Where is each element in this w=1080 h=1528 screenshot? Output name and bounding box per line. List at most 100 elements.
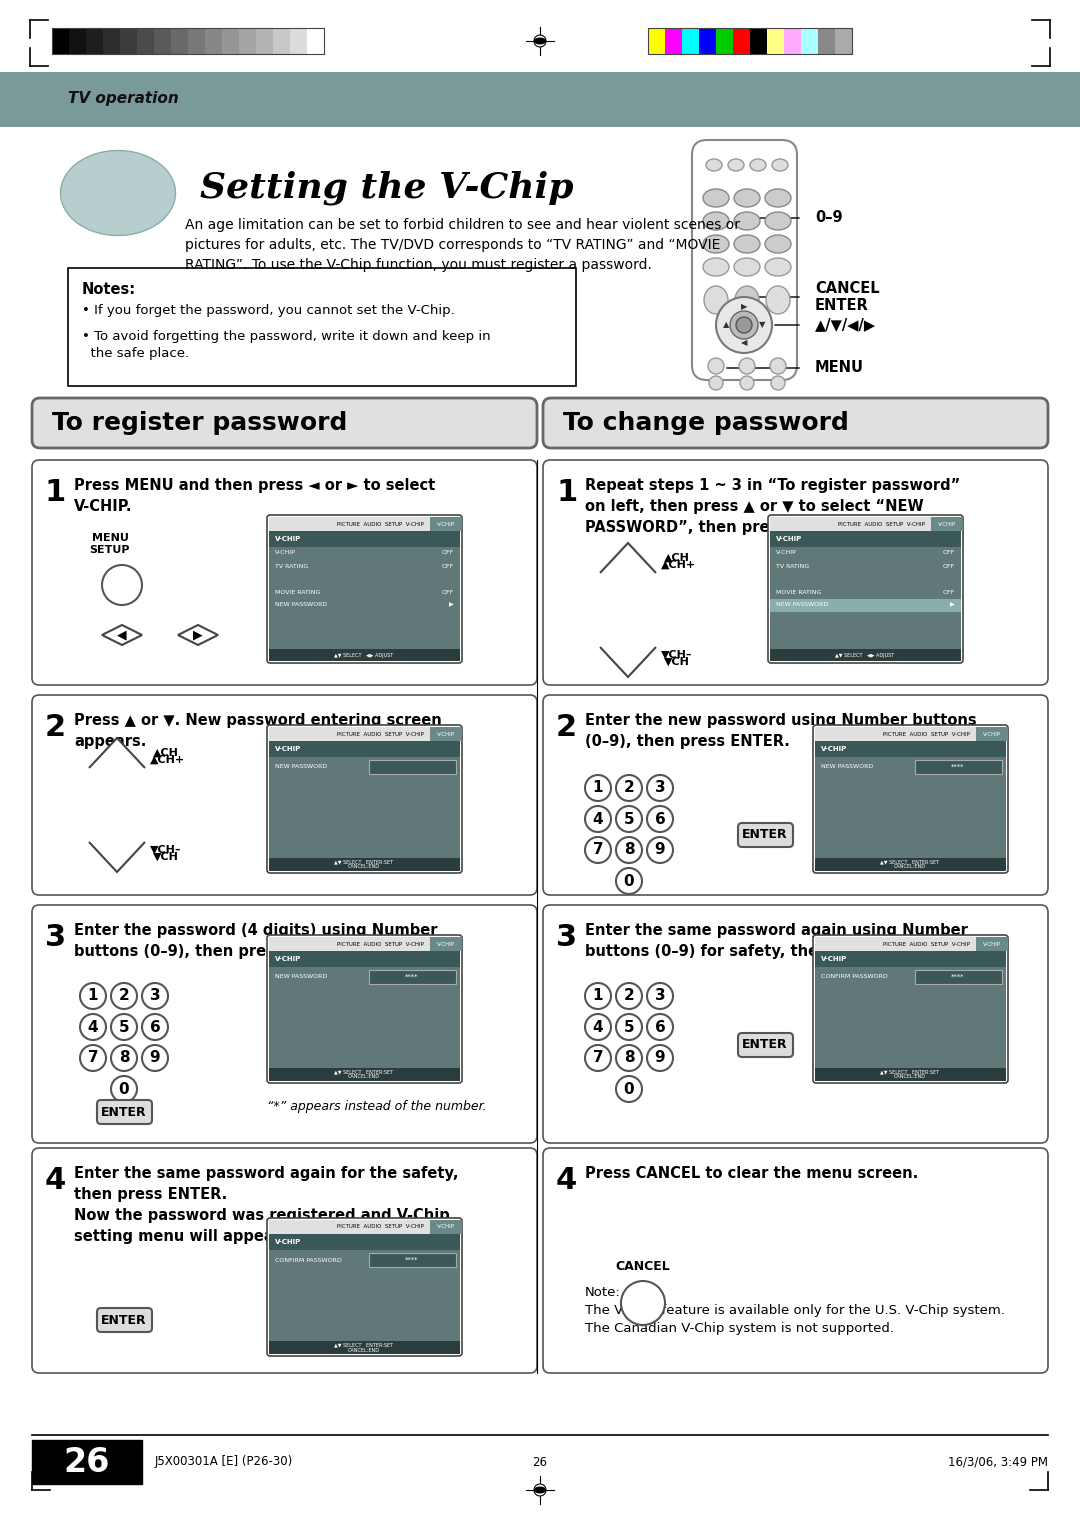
Ellipse shape	[734, 189, 760, 206]
FancyBboxPatch shape	[543, 397, 1048, 448]
Text: MENU: MENU	[815, 361, 864, 376]
Text: 3: 3	[45, 923, 66, 952]
Circle shape	[111, 983, 137, 1008]
Circle shape	[771, 376, 785, 390]
Circle shape	[111, 1015, 137, 1041]
Ellipse shape	[706, 159, 723, 171]
FancyBboxPatch shape	[32, 397, 537, 448]
Ellipse shape	[728, 159, 744, 171]
Bar	[430, 937, 462, 950]
Text: V-CHIP: V-CHIP	[777, 536, 802, 542]
Bar	[815, 727, 1005, 741]
Ellipse shape	[735, 286, 759, 313]
Polygon shape	[89, 842, 145, 872]
Text: 8: 8	[623, 842, 634, 857]
Text: 4: 4	[87, 1019, 98, 1034]
Text: PICTURE  AUDIO  SETUP  V-CHIP: PICTURE AUDIO SETUP V-CHIP	[838, 521, 924, 527]
Text: ▲CH+: ▲CH+	[661, 559, 697, 570]
Circle shape	[647, 805, 673, 833]
Text: To change password: To change password	[563, 411, 849, 435]
Bar	[269, 532, 460, 662]
Text: 9: 9	[654, 1051, 665, 1065]
Text: TV operation: TV operation	[68, 92, 179, 107]
Bar	[770, 532, 961, 662]
Text: NEW PASSWORD: NEW PASSWORD	[275, 975, 327, 979]
Circle shape	[585, 1045, 611, 1071]
Text: ▲▼ SELECT   ◀▶ ADJUST: ▲▼ SELECT ◀▶ ADJUST	[335, 652, 393, 657]
Text: An age limitation can be set to forbid children to see and hear violent scenes o: An age limitation can be set to forbid c…	[185, 219, 740, 272]
Text: J5X00301A [E] (P26-30): J5X00301A [E] (P26-30)	[156, 1456, 294, 1468]
Text: V-CHIP: V-CHIP	[983, 941, 1001, 946]
FancyBboxPatch shape	[32, 1148, 537, 1374]
Text: ENTER: ENTER	[102, 1105, 147, 1118]
Text: NEW PASSWORD: NEW PASSWORD	[821, 764, 874, 770]
Text: 2: 2	[45, 714, 66, 743]
Bar	[770, 532, 961, 547]
Circle shape	[770, 358, 786, 374]
Text: CANCEL: CANCEL	[616, 1261, 671, 1273]
Circle shape	[616, 805, 642, 833]
FancyBboxPatch shape	[267, 515, 462, 663]
Ellipse shape	[703, 189, 729, 206]
Bar	[269, 950, 460, 1080]
Text: To register password: To register password	[52, 411, 348, 435]
Circle shape	[585, 805, 611, 833]
Circle shape	[585, 983, 611, 1008]
Text: V-CHIP: V-CHIP	[275, 746, 301, 752]
Ellipse shape	[534, 38, 546, 44]
Text: 5: 5	[623, 811, 634, 827]
Ellipse shape	[750, 159, 766, 171]
Bar	[430, 516, 462, 532]
Text: 9: 9	[150, 1051, 160, 1065]
Text: 1: 1	[87, 989, 98, 1004]
Bar	[269, 859, 460, 871]
Text: 1: 1	[593, 989, 604, 1004]
Text: • If you forget the password, you cannot set the V-Chip.: • If you forget the password, you cannot…	[82, 304, 455, 316]
Text: ▶: ▶	[741, 303, 747, 312]
Text: 3: 3	[654, 781, 665, 796]
Bar	[770, 516, 961, 532]
Bar	[815, 1068, 1005, 1080]
FancyBboxPatch shape	[267, 935, 462, 1083]
Circle shape	[621, 1280, 665, 1325]
Text: ▲/▼/◀/▶: ▲/▼/◀/▶	[815, 318, 876, 333]
Bar	[815, 859, 1005, 871]
Bar	[52, 28, 324, 53]
Bar	[69, 28, 86, 53]
Bar	[815, 741, 1005, 871]
Text: V-CHIP: V-CHIP	[983, 732, 1001, 736]
Text: ▶: ▶	[193, 628, 203, 642]
FancyBboxPatch shape	[97, 1100, 152, 1125]
Text: 4: 4	[593, 811, 604, 827]
Text: ▲CH: ▲CH	[664, 553, 690, 562]
Bar	[784, 28, 801, 53]
Bar	[269, 741, 460, 871]
Bar	[369, 759, 456, 775]
FancyBboxPatch shape	[738, 1033, 793, 1057]
Circle shape	[534, 1484, 546, 1496]
Bar	[68, 267, 576, 387]
Text: PICTURE  AUDIO  SETUP  V-CHIP: PICTURE AUDIO SETUP V-CHIP	[337, 941, 424, 946]
Polygon shape	[89, 738, 145, 769]
Circle shape	[647, 837, 673, 863]
Text: ▲: ▲	[723, 321, 729, 330]
Text: ▶: ▶	[950, 602, 955, 608]
Circle shape	[111, 1076, 137, 1102]
Bar	[931, 516, 963, 532]
Circle shape	[585, 837, 611, 863]
Circle shape	[80, 1015, 106, 1041]
Text: CANCEL:END: CANCEL:END	[348, 865, 380, 869]
FancyBboxPatch shape	[543, 460, 1048, 685]
Bar	[0, 72, 1080, 127]
Text: ◀: ◀	[741, 339, 747, 347]
Text: ▼CH: ▼CH	[153, 853, 179, 862]
Text: Press MENU and then press ◄ or ► to select
V-CHIP.: Press MENU and then press ◄ or ► to sele…	[75, 478, 435, 513]
Bar	[52, 28, 69, 53]
Text: ENTER: ENTER	[742, 1039, 787, 1051]
Circle shape	[585, 1015, 611, 1041]
Bar	[369, 1253, 456, 1267]
Bar	[801, 28, 818, 53]
Text: ▶: ▶	[449, 602, 454, 608]
Bar	[269, 1235, 460, 1354]
FancyBboxPatch shape	[32, 695, 537, 895]
